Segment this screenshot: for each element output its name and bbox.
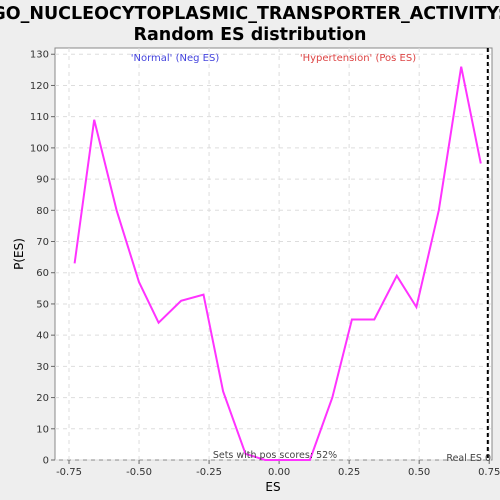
y-tick-label: 70 [36,237,49,248]
plot-area [55,48,492,460]
x-tick-label: 0.50 [408,467,430,478]
chart-title-line-2: Random ES distribution [133,25,366,45]
y-tick-label: 0 [43,456,49,467]
chart-title-line-1: GO_NUCLEOCYTOPLASMIC_TRANSPORTER_ACTIVIT… [0,4,500,24]
y-tick-label: 100 [30,143,49,154]
x-tick-label: 0.25 [338,467,360,478]
neg-es-label: 'Normal' (Neg ES) [131,53,220,64]
y-tick-label: 10 [36,424,49,435]
x-tick-label: -0.25 [196,467,222,478]
pos-es-label: 'Hypertension' (Pos ES) [300,53,416,64]
y-tick-label: 40 [36,331,49,342]
y-axis-label: P(ES) [12,238,26,270]
x-tick-label: -0.50 [126,467,152,478]
pos-scores-note: Sets with pos scores: 52% [213,450,337,461]
y-tick-label: 80 [36,206,49,217]
y-tick-label: 50 [36,299,49,310]
y-tick-label: 60 [36,268,49,279]
x-tick-label: 0.00 [268,467,290,478]
y-tick-label: 30 [36,362,49,373]
y-tick-label: 90 [36,175,49,186]
x-tick-label: 0.75 [478,467,500,478]
x-tick-label: -0.75 [56,467,82,478]
y-tick-label: 130 [30,50,49,61]
y-tick-label: 110 [30,112,49,123]
x-axis-label: ES [265,480,280,494]
real-es-label: Real ES 0 [446,453,491,464]
y-tick-label: 120 [30,81,49,92]
y-tick-label: 20 [36,393,49,404]
